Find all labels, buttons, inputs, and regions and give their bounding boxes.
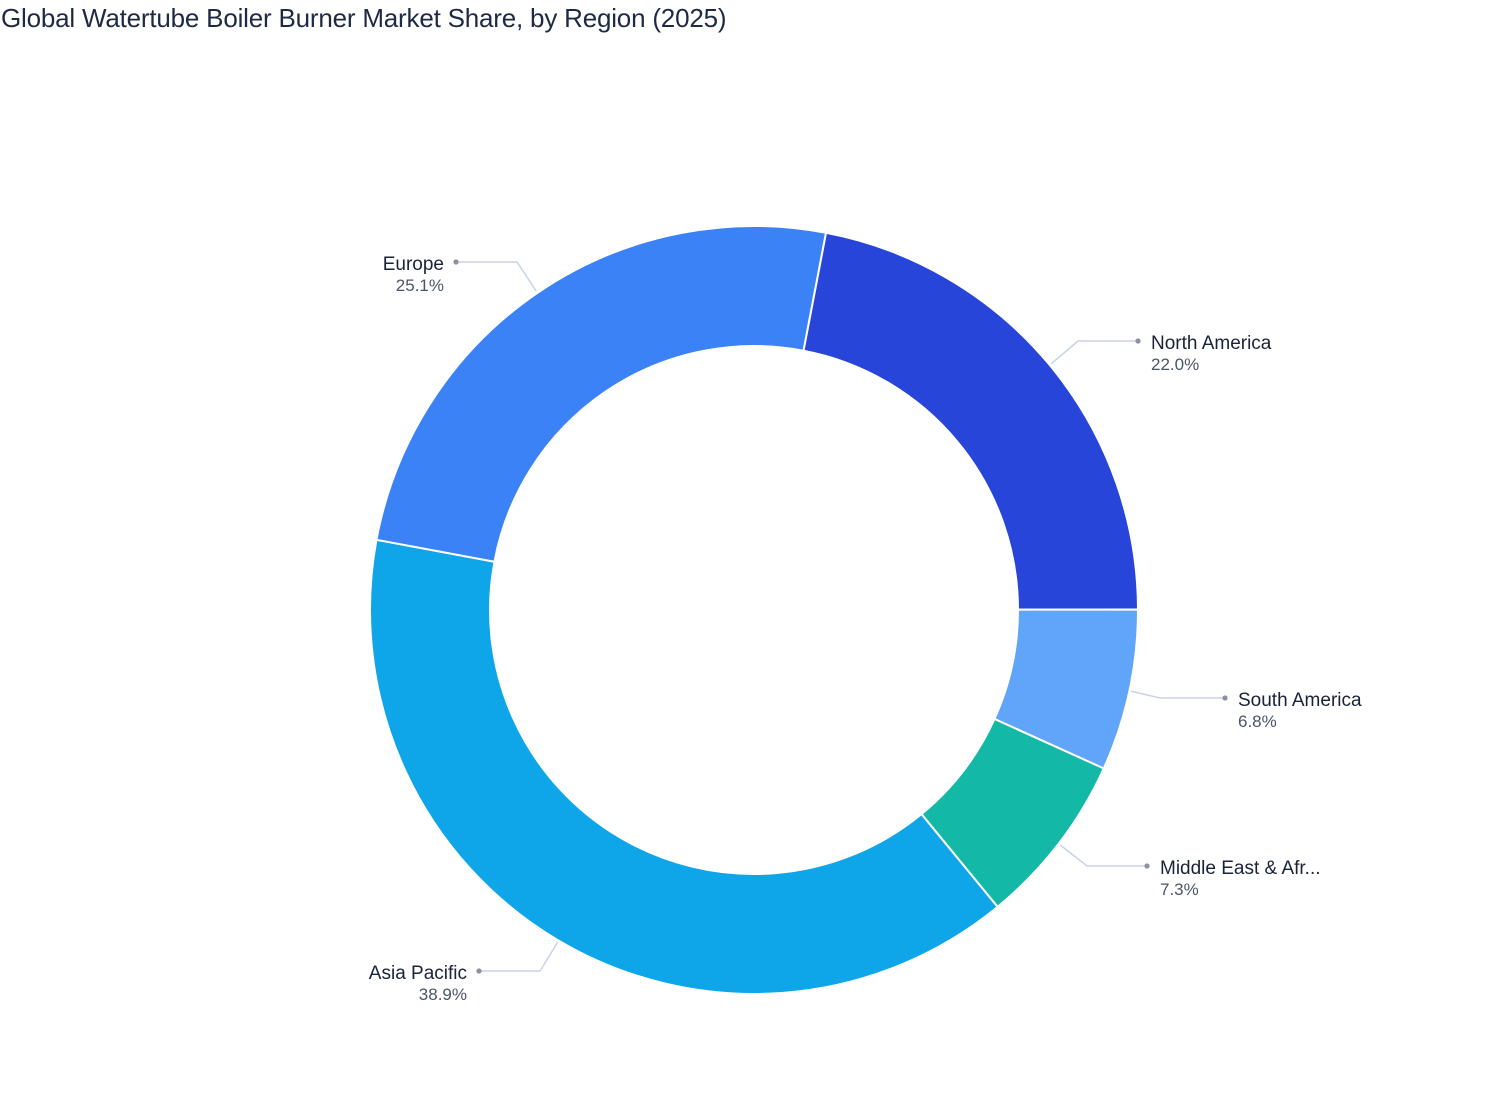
leader-line: [1131, 690, 1225, 699]
leader-line: [1059, 844, 1147, 867]
slice-label-value: 25.1%: [396, 276, 444, 295]
slice-label-value: 7.3%: [1160, 880, 1199, 899]
slice-label-value: 6.8%: [1238, 712, 1277, 731]
slice-label-name: Middle East & Afr...: [1160, 858, 1321, 879]
slice-label-value: 22.0%: [1151, 355, 1199, 374]
leader-line: [1050, 340, 1138, 365]
slice-label-name: South America: [1238, 690, 1362, 711]
slice-asia-pacific[interactable]: [369, 538, 999, 995]
slice-north-america[interactable]: [802, 231, 1140, 611]
leader-dot-icon: [1135, 338, 1141, 344]
leader-line: [479, 941, 559, 972]
leader-dot-icon: [453, 259, 459, 265]
leader-dot-icon: [1144, 863, 1150, 869]
leader-dot-icon: [476, 968, 482, 974]
slice-label-value: 38.9%: [419, 985, 467, 1004]
chart-title: Global Watertube Boiler Burner Market Sh…: [1, 3, 727, 33]
slice-label-name: Europe: [383, 254, 444, 275]
slice-label-name: North America: [1151, 333, 1272, 354]
donut-slices: [369, 225, 1140, 995]
slice-label-name: Asia Pacific: [369, 963, 467, 984]
leader-line: [456, 261, 537, 292]
slice-europe[interactable]: [375, 225, 828, 563]
leader-dot-icon: [1222, 695, 1228, 701]
